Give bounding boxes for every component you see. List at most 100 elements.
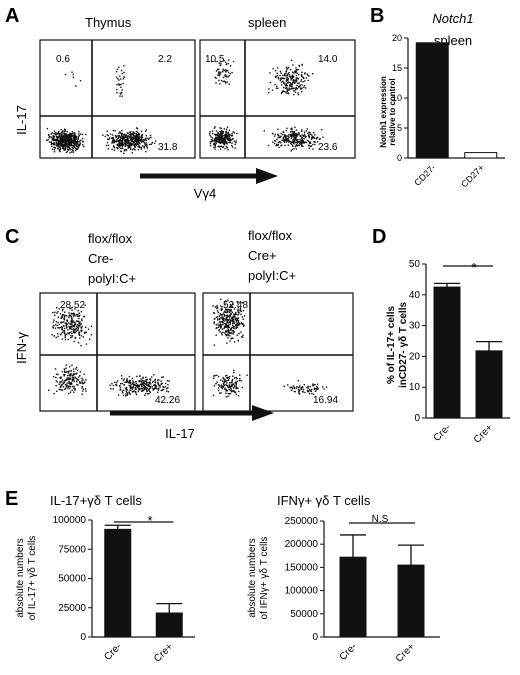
event-dot [64, 148, 67, 150]
event-dot [235, 326, 237, 328]
event-dot [278, 146, 280, 148]
event-dot [57, 130, 60, 133]
event-dot [232, 387, 235, 389]
event-dot [145, 380, 148, 382]
event-dot [216, 305, 218, 307]
event-dot [61, 309, 64, 312]
event-dot [213, 385, 216, 387]
event-dot [63, 381, 65, 384]
event-dot [226, 325, 229, 327]
event-dot [214, 146, 217, 148]
event-dot [295, 87, 297, 90]
event-dot [285, 72, 287, 74]
event-dot [69, 323, 71, 325]
event-dot [135, 134, 137, 137]
event-dot [215, 316, 218, 318]
event-dot [236, 301, 238, 303]
panel-a-letter: A [5, 5, 19, 27]
event-dot [63, 144, 66, 147]
event-dot [76, 315, 79, 318]
event-dot [64, 336, 66, 338]
event-dot [213, 146, 215, 148]
event-dot [67, 148, 69, 150]
event-dot [276, 138, 278, 141]
event-dot [222, 323, 224, 326]
event-dot [223, 135, 225, 137]
event-dot [288, 72, 290, 74]
event-dot [291, 74, 294, 76]
event-dot [65, 367, 67, 369]
event-dot [148, 384, 150, 386]
event-dot [67, 377, 69, 379]
event-dot [230, 308, 232, 311]
event-dot [65, 145, 67, 147]
y-tick-label: 0 [414, 413, 420, 424]
event-dot [230, 329, 232, 331]
event-dot [227, 149, 229, 151]
event-dot [148, 137, 150, 139]
event-dot [52, 321, 55, 323]
event-dot [77, 310, 79, 312]
event-dot [70, 145, 72, 147]
event-dot [219, 325, 221, 327]
event-dot [61, 338, 63, 340]
event-dot [228, 332, 231, 335]
event-dot [129, 138, 132, 140]
event-dot [111, 142, 113, 144]
event-dot [226, 334, 228, 336]
event-dot [297, 68, 299, 71]
event-dot [162, 386, 164, 388]
event-dot [114, 130, 116, 132]
event-dot [292, 132, 294, 135]
panel-b-letter: B [370, 5, 384, 27]
event-dot [127, 381, 129, 383]
event-dot [64, 135, 66, 137]
event-dot [286, 78, 288, 80]
event-dot [70, 383, 73, 385]
event-dot [293, 143, 295, 145]
event-dot [217, 319, 219, 321]
event-dot [222, 316, 224, 319]
event-dot [218, 71, 220, 73]
event-dot [107, 138, 109, 140]
event-dot [63, 321, 65, 323]
panel-b-ylabel-line2: relative to control [388, 78, 397, 145]
event-dot [294, 137, 296, 139]
event-dot [212, 140, 214, 142]
event-dot [69, 152, 71, 154]
event-dot [79, 382, 81, 384]
event-dot [231, 71, 233, 74]
event-dot [136, 375, 138, 378]
event-dot [294, 390, 296, 393]
event-dot [143, 389, 145, 391]
event-dot [159, 384, 161, 386]
event-dot [221, 306, 223, 308]
event-dot [299, 84, 301, 86]
event-dot [125, 386, 128, 389]
event-dot [302, 388, 305, 391]
event-dot [294, 139, 296, 141]
event-dot [300, 137, 303, 139]
event-dot [300, 88, 302, 90]
event-dot [293, 134, 296, 136]
event-dot [224, 135, 226, 137]
event-dot [233, 377, 236, 379]
event-dot [67, 146, 69, 148]
event-dot [321, 128, 323, 131]
event-dot [152, 387, 154, 390]
event-dot [290, 141, 292, 143]
event-dot [231, 337, 233, 339]
event-dot [227, 139, 230, 141]
event-dot [73, 332, 76, 334]
event-dot [224, 148, 226, 150]
event-dot [69, 307, 71, 310]
event-dot [285, 83, 287, 85]
event-dot [53, 319, 55, 321]
event-dot [130, 143, 132, 145]
event-dot [302, 81, 304, 83]
event-dot [152, 381, 154, 383]
event-dot [61, 142, 64, 144]
y-tick-label: 30 [409, 321, 421, 332]
event-dot [134, 136, 136, 138]
panel-b-ylabel-line1: Notch1 expression [379, 76, 388, 148]
